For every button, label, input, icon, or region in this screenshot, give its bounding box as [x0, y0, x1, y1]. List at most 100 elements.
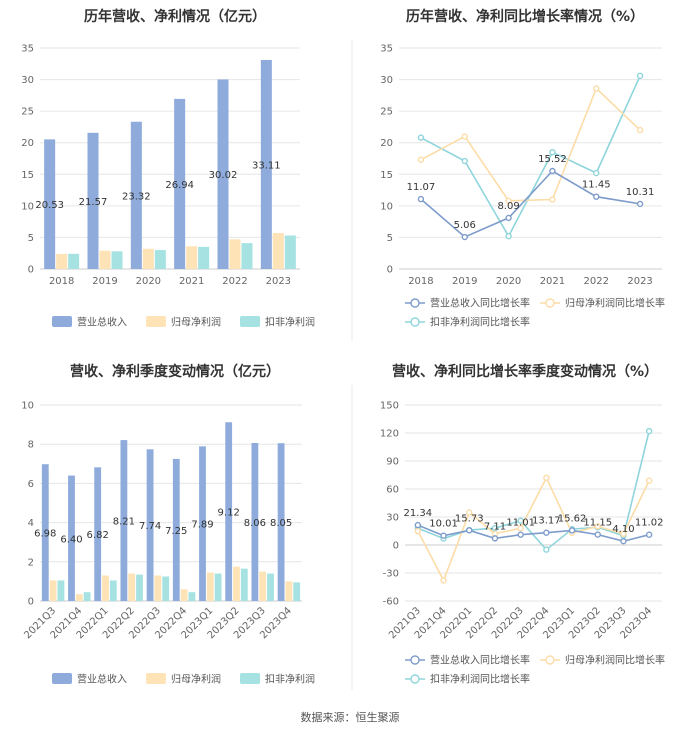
- chart2-line-data-label: 11.07: [407, 182, 436, 193]
- chart3-bar-deducted-profit: [162, 576, 170, 601]
- chart1-legend-swatch: [52, 316, 72, 327]
- chart3-bar-revenue: [251, 443, 259, 601]
- chart1-bar-deducted-profit: [198, 246, 210, 269]
- chart4-legend-label: 归母净利润同比增长率: [565, 654, 665, 667]
- chart4-y-tick-label: 90: [386, 457, 399, 468]
- chart4-y-tick-label: -30: [383, 569, 399, 580]
- chart3-y-tick-label: 4: [28, 518, 34, 529]
- chart3-bar-data-label: 6.98: [34, 529, 56, 540]
- chart4-legend-marker: [410, 674, 420, 684]
- chart4-series-point-2: [414, 527, 422, 535]
- chart3-bar-revenue: [146, 449, 154, 601]
- chart1-x-tick-label: 2021: [179, 276, 204, 287]
- chart1-x-tick-label: 2019: [92, 276, 117, 287]
- chart3-y-tick-label: 2: [28, 557, 34, 568]
- chart3-legend-swatch: [52, 673, 72, 684]
- chart2-series-point-1: [593, 193, 600, 200]
- chart2-x-tick-label: 2019: [452, 276, 477, 287]
- chart4-series-point-1: [414, 521, 422, 529]
- chart3-bar-deducted-profit: [188, 592, 196, 601]
- chart4-legend-marker: [410, 655, 420, 665]
- chart3-bar-net-profit: [180, 589, 188, 601]
- chart3-bar-data-label: 6.82: [87, 530, 109, 541]
- chart2-series-point-1: [505, 214, 512, 222]
- chart1-bar-deducted-profit: [154, 250, 166, 269]
- chart3-y-tick-label: 6: [28, 479, 34, 490]
- chart2-series-point-3: [593, 169, 600, 177]
- chart1-bar-net-profit: [142, 248, 154, 269]
- chart3-bar-net-profit: [75, 594, 83, 601]
- chart2-legend-marker: [545, 298, 555, 308]
- chart1-bar-deducted-profit: [111, 251, 123, 269]
- chart3-bar-deducted-profit: [293, 582, 301, 601]
- chart1-bar-data-label: 21.57: [79, 197, 108, 208]
- chart2-y-tick-label: 15: [380, 170, 393, 181]
- chart4-legend-label: 扣非净利润同比增长率: [430, 673, 530, 686]
- chart4-series-line-3: [417, 430, 650, 551]
- chart4-y-tick-label: -60: [383, 597, 399, 608]
- chart1-legend-label: 归母净利润: [171, 316, 221, 329]
- chart4-line-data-label: 10.01: [429, 519, 458, 530]
- chart1-bar-revenue: [44, 139, 56, 269]
- chart3-bar-data-label: 7.89: [191, 520, 213, 531]
- chart3-y-tick-label: 10: [21, 401, 34, 412]
- chart4-line-data-label: 15.62: [558, 513, 587, 524]
- chart3-bar-net-profit: [259, 571, 267, 601]
- chart4-line-data-label: 4.10: [612, 524, 634, 535]
- chart3-title: 营收、净利季度变动情况（亿元）: [70, 363, 280, 380]
- chart3-bar-net-profit: [285, 581, 293, 601]
- chart3-bar-net-profit: [154, 575, 162, 601]
- chart4-series-point-1: [543, 529, 550, 536]
- chart3-bar-revenue: [68, 475, 75, 601]
- chart1-y-tick-label: 5: [28, 233, 34, 244]
- chart2-series-point-1: [636, 200, 644, 208]
- chart1-title: 历年营收、净利情况（亿元）: [84, 8, 266, 25]
- chart2-x-tick-label: 2022: [584, 276, 609, 287]
- chart1-bar-net-profit: [99, 250, 111, 269]
- chart2-series-line-1: [420, 169, 641, 238]
- chart2-series-point-3: [505, 232, 512, 240]
- chart4-series-point-2: [466, 509, 473, 516]
- chart1-bar-revenue: [217, 79, 229, 269]
- chart2-line-data-label: 15.52: [538, 154, 567, 165]
- chart3-bar-data-label: 7.25: [165, 526, 187, 537]
- chart2-series-line-2: [420, 87, 641, 202]
- chart1-bar-data-label: 23.32: [122, 191, 151, 202]
- chart3-legend-label: 营业总收入: [77, 673, 127, 686]
- chart3-bar-revenue: [225, 422, 233, 601]
- chart4-y-tick-label: 30: [386, 513, 399, 524]
- chart4-line-data-label: 7.11: [484, 521, 506, 532]
- chart1-y-tick-label: 15: [21, 170, 34, 181]
- chart3-bar-revenue: [94, 467, 102, 601]
- chart2-series-point-1: [417, 195, 425, 203]
- chart2-y-tick-label: 0: [387, 265, 393, 276]
- chart1-x-tick-label: 2020: [136, 276, 161, 287]
- chart4-legend-marker: [545, 655, 555, 665]
- chart4-series-point-2: [620, 530, 627, 537]
- chart2-line-data-label: 10.31: [626, 187, 655, 198]
- chart3-y-tick-label: 0: [28, 597, 34, 608]
- chart3-bar-revenue: [277, 443, 285, 601]
- chart4-series-point-2: [440, 577, 447, 584]
- chart2-series-point-2: [461, 133, 468, 140]
- chart1-bar-revenue: [130, 121, 142, 269]
- chart2-series-point-2: [417, 156, 425, 163]
- chart2-y-tick-label: 20: [380, 138, 393, 149]
- chart3-bar-revenue: [172, 458, 180, 601]
- chart1-bar-net-profit: [229, 239, 241, 269]
- chart2-legend-marker: [410, 298, 420, 308]
- chart3-bar-net-profit: [206, 572, 214, 601]
- chart2-series-point-3: [417, 134, 425, 141]
- chart2-line-data-label: 11.45: [582, 180, 611, 191]
- chart4-legend-label: 营业总收入同比增长率: [430, 654, 530, 667]
- chart3-legend-swatch: [240, 673, 260, 684]
- chart3-bar-deducted-profit: [267, 573, 274, 601]
- chart4-series-point-1: [491, 535, 499, 542]
- chart3-bar-deducted-profit: [214, 573, 222, 601]
- chart3-bar-data-label: 6.40: [60, 534, 82, 545]
- chart2-legend-label: 归母净利润同比增长率: [565, 297, 665, 310]
- chart4-line-data-label: 15.73: [455, 513, 484, 524]
- chart1-bar-revenue: [174, 98, 186, 269]
- chart4-series-point-3: [645, 427, 653, 435]
- chart4-series-point-2: [517, 525, 524, 532]
